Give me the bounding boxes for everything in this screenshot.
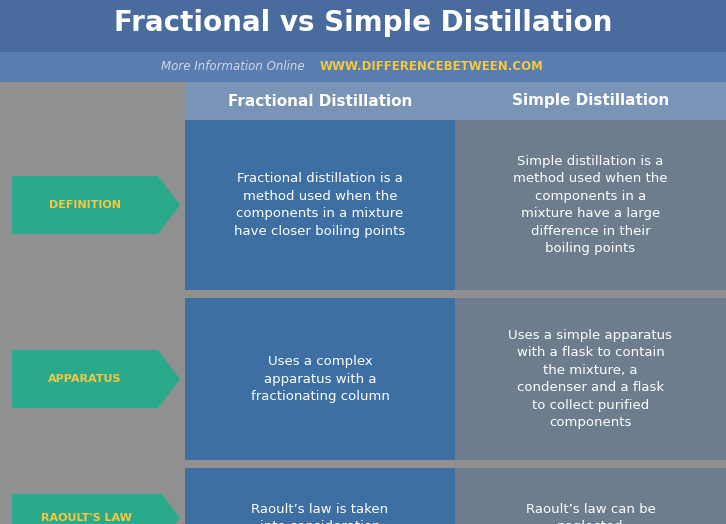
Text: Uses a simple apparatus
with a flask to contain
the mixture, a
condenser and a f: Uses a simple apparatus with a flask to … xyxy=(508,329,672,429)
Text: Simple distillation is a
method used when the
components in a
mixture have a lar: Simple distillation is a method used whe… xyxy=(513,155,668,255)
FancyBboxPatch shape xyxy=(0,460,726,468)
Text: Fractional vs Simple Distillation: Fractional vs Simple Distillation xyxy=(114,9,612,37)
FancyBboxPatch shape xyxy=(185,468,455,524)
FancyBboxPatch shape xyxy=(0,82,185,120)
Text: WWW.DIFFERENCEBETWEEN.COM: WWW.DIFFERENCEBETWEEN.COM xyxy=(319,60,543,73)
Polygon shape xyxy=(12,350,180,408)
Text: Raoult’s law is taken
into consideration: Raoult’s law is taken into consideration xyxy=(251,503,388,524)
FancyBboxPatch shape xyxy=(455,468,726,524)
FancyBboxPatch shape xyxy=(0,0,726,52)
FancyBboxPatch shape xyxy=(0,468,185,524)
Text: Fractional distillation is a
method used when the
components in a mixture
have c: Fractional distillation is a method used… xyxy=(234,172,406,238)
Text: APPARATUS: APPARATUS xyxy=(48,374,122,384)
FancyBboxPatch shape xyxy=(0,52,726,82)
FancyBboxPatch shape xyxy=(0,120,185,290)
FancyBboxPatch shape xyxy=(185,298,455,460)
Text: Fractional Distillation: Fractional Distillation xyxy=(228,93,412,108)
Polygon shape xyxy=(12,494,180,524)
Text: More Information Online: More Information Online xyxy=(161,60,305,73)
Text: DEFINITION: DEFINITION xyxy=(49,200,121,210)
Polygon shape xyxy=(12,176,180,234)
FancyBboxPatch shape xyxy=(455,120,726,290)
FancyBboxPatch shape xyxy=(455,82,726,120)
FancyBboxPatch shape xyxy=(0,298,185,460)
Text: Uses a complex
apparatus with a
fractionating column: Uses a complex apparatus with a fraction… xyxy=(250,355,389,403)
FancyBboxPatch shape xyxy=(455,298,726,460)
Text: RAOULT'S LAW: RAOULT'S LAW xyxy=(41,513,132,523)
Text: Raoult’s law can be
neglected: Raoult’s law can be neglected xyxy=(526,503,656,524)
FancyBboxPatch shape xyxy=(185,120,455,290)
FancyBboxPatch shape xyxy=(185,82,455,120)
FancyBboxPatch shape xyxy=(0,290,726,298)
Text: Simple Distillation: Simple Distillation xyxy=(512,93,669,108)
